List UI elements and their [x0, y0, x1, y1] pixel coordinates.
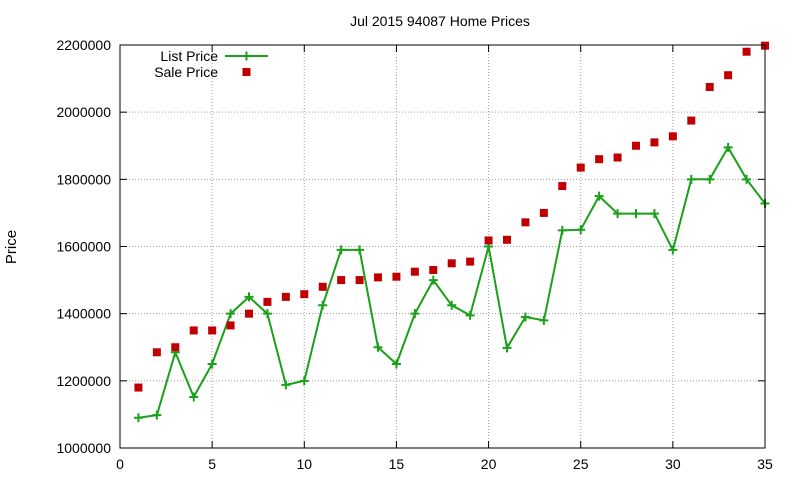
list-price-point — [336, 245, 346, 255]
x-tick-label: 35 — [757, 456, 773, 472]
x-tick-label: 5 — [208, 456, 216, 472]
sale-price-point — [687, 116, 696, 125]
x-tick-label: 15 — [389, 456, 405, 472]
list-price-point — [613, 209, 623, 219]
sale-price-point — [558, 182, 567, 191]
sale-price-point — [152, 348, 161, 357]
list-price-point — [428, 275, 438, 285]
list-price-point — [152, 410, 162, 420]
legend-swatch-marker — [242, 68, 251, 76]
list-price-point — [133, 413, 143, 423]
sale-price-point — [539, 208, 548, 217]
list-price-point — [668, 245, 678, 255]
grid-lines — [120, 45, 765, 448]
sale-price-point — [466, 257, 475, 266]
sale-price-point — [171, 343, 180, 352]
sale-price-point — [337, 276, 346, 285]
sale-price-point — [576, 163, 585, 172]
sale-price-point — [705, 82, 714, 91]
list-price-point — [520, 312, 530, 322]
x-tick-label: 0 — [116, 456, 124, 472]
list-price-point — [189, 392, 199, 402]
list-price-point — [539, 315, 549, 325]
y-tick-label: 1000000 — [56, 440, 111, 456]
sale-price-point — [484, 236, 493, 245]
list-price-point — [226, 309, 236, 319]
x-tick-label: 10 — [296, 456, 312, 472]
legend-swatch-marker — [242, 51, 251, 61]
sale-price-point — [374, 273, 382, 282]
y-axis-label: Price — [3, 230, 20, 264]
sale-price-point — [521, 218, 530, 227]
sale-price-point — [613, 153, 622, 162]
series-0 — [133, 142, 770, 423]
list-price-point — [557, 225, 567, 235]
y-tick-label: 1400000 — [56, 306, 111, 322]
sale-price-point — [429, 266, 438, 275]
sale-price-point — [410, 267, 419, 276]
sale-price-point — [595, 155, 604, 164]
sale-price-point — [300, 290, 309, 299]
sale-price-point — [208, 326, 217, 335]
list-price-point — [281, 380, 291, 390]
sale-price-point — [189, 326, 198, 335]
list-price-point — [742, 174, 752, 184]
list-price-point — [631, 209, 641, 219]
list-price-point — [391, 359, 401, 369]
legend-label: List Price — [160, 48, 218, 64]
series-layer — [133, 41, 770, 423]
sale-price-point — [355, 276, 364, 285]
sale-price-point — [632, 141, 640, 150]
x-tick-label: 20 — [481, 456, 497, 472]
sale-price-point — [318, 282, 327, 291]
list-price-point — [502, 343, 512, 353]
list-price-point — [576, 225, 586, 235]
list-price-point — [207, 359, 217, 369]
tick-labels: 0 5 10 15 20 25 30 35 1000000 1200000 1400000 16000… — [56, 37, 773, 472]
chart-title: Jul 2015 94087 Home Prices — [350, 13, 530, 29]
x-tick-label: 30 — [665, 456, 681, 472]
sale-price-point — [724, 71, 733, 80]
list-price-point — [465, 310, 475, 320]
series-1 — [134, 41, 769, 392]
sale-price-point — [650, 138, 659, 147]
sale-price-point — [668, 132, 677, 141]
list-price-point — [649, 209, 659, 219]
y-tick-label: 1600000 — [56, 239, 111, 255]
list-price-point — [447, 300, 457, 310]
y-tick-label: 1800000 — [56, 171, 111, 187]
sale-price-point — [226, 321, 235, 330]
list-price-point — [410, 309, 420, 319]
sale-price-point — [392, 272, 401, 281]
list-price-point — [723, 142, 733, 152]
list-price-point — [299, 376, 309, 386]
list-price-point — [373, 342, 383, 352]
list-price-point — [262, 309, 272, 319]
y-tick-label: 2200000 — [56, 37, 111, 53]
sale-price-point — [503, 235, 511, 244]
list-price-line — [138, 145, 766, 419]
list-price-point — [318, 300, 328, 310]
sale-price-point — [134, 383, 143, 392]
sale-price-point — [263, 297, 272, 306]
list-price-point — [594, 191, 604, 201]
sale-price-point — [742, 47, 751, 56]
sale-price-point — [447, 259, 456, 268]
sale-price-point — [245, 309, 253, 318]
x-tick-label: 25 — [573, 456, 589, 472]
y-tick-label: 2000000 — [56, 104, 111, 120]
plot-frame — [119, 44, 766, 449]
list-price-point — [705, 174, 715, 184]
list-price-point — [355, 245, 365, 255]
list-price-point — [244, 292, 254, 302]
sale-price-point — [281, 292, 290, 301]
legend-label: Sale Price — [154, 64, 218, 80]
list-price-point — [686, 174, 696, 184]
y-tick-label: 1200000 — [56, 373, 111, 389]
